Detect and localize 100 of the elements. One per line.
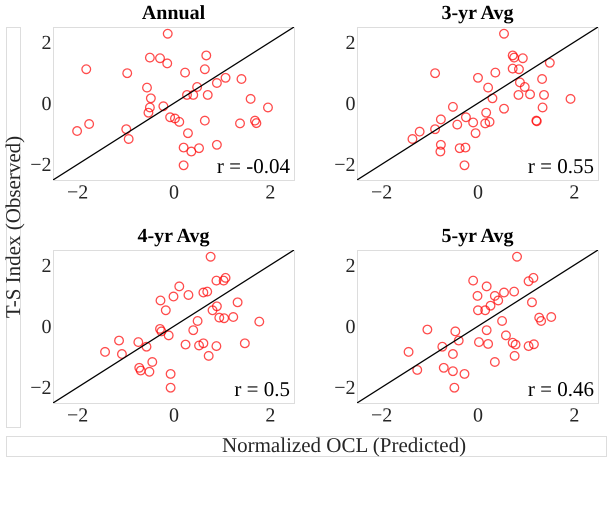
point	[146, 93, 156, 104]
point	[198, 288, 208, 298]
point	[454, 336, 464, 346]
point	[514, 64, 524, 74]
point	[168, 292, 178, 302]
point	[468, 276, 478, 286]
point	[436, 114, 446, 124]
y-tick-label: 0	[42, 316, 52, 338]
point	[480, 305, 490, 316]
point	[508, 50, 518, 60]
point	[100, 346, 110, 357]
point	[192, 82, 202, 92]
point	[486, 300, 496, 311]
point	[490, 290, 500, 301]
point	[208, 305, 218, 316]
point	[254, 316, 264, 327]
point	[430, 68, 440, 78]
point	[136, 366, 146, 376]
point	[220, 72, 231, 83]
y-tick-label: 2	[346, 32, 356, 54]
point	[470, 128, 481, 138]
point	[206, 252, 216, 262]
y-tick-label: 0	[346, 316, 356, 338]
point	[508, 338, 518, 348]
point	[537, 74, 548, 84]
point	[122, 68, 132, 78]
x-tick-label: 2	[569, 182, 580, 204]
point	[473, 305, 483, 316]
point	[198, 338, 208, 348]
point	[536, 316, 546, 326]
point	[186, 146, 196, 157]
point	[201, 50, 212, 60]
annotation: r = -0.04	[216, 154, 290, 178]
point	[202, 90, 213, 100]
point	[211, 341, 222, 352]
point	[143, 108, 154, 118]
point	[178, 160, 189, 170]
point	[526, 297, 537, 308]
y-tick-label: 0	[42, 93, 52, 115]
point	[414, 126, 425, 137]
point	[412, 364, 422, 375]
point	[164, 330, 174, 340]
point	[474, 337, 484, 348]
y-tick-label: −2	[334, 377, 356, 400]
y-tick-label: 0	[346, 93, 356, 115]
point	[155, 324, 165, 334]
point	[211, 276, 222, 286]
point	[178, 142, 189, 153]
point	[454, 143, 465, 154]
point	[452, 120, 462, 130]
point	[407, 134, 418, 144]
point	[212, 140, 222, 150]
point	[460, 112, 471, 122]
point	[182, 90, 192, 100]
y-tick-label: −2	[334, 154, 356, 176]
point	[202, 286, 212, 297]
point	[484, 116, 495, 127]
point	[472, 290, 482, 301]
annotation: r = 0.55	[528, 154, 594, 178]
point	[528, 272, 538, 283]
point	[546, 312, 556, 322]
point	[482, 281, 492, 292]
point	[133, 337, 144, 348]
point	[544, 58, 555, 68]
point	[220, 272, 231, 283]
x-tick-label: −2	[370, 182, 392, 204]
point	[142, 342, 152, 352]
point	[142, 82, 152, 93]
point	[508, 64, 518, 74]
annotation: r = 0.46	[528, 377, 594, 401]
point	[435, 146, 446, 157]
point	[499, 104, 509, 114]
x-tick-label: 2	[265, 182, 276, 204]
point	[499, 28, 509, 39]
point	[188, 90, 198, 100]
point	[251, 118, 262, 128]
point	[520, 82, 530, 92]
point	[214, 312, 224, 323]
point	[116, 349, 127, 360]
y-tick-label: 2	[42, 254, 52, 277]
point	[482, 325, 492, 336]
point	[509, 52, 520, 63]
point	[510, 350, 520, 361]
point	[144, 52, 155, 63]
point	[460, 368, 470, 379]
point	[182, 128, 193, 138]
point	[162, 58, 172, 68]
point	[84, 119, 94, 129]
point	[460, 160, 470, 170]
point	[512, 252, 522, 262]
point	[437, 342, 448, 352]
point	[525, 89, 536, 100]
point	[114, 336, 124, 346]
point	[483, 82, 494, 93]
point	[158, 101, 168, 112]
point	[524, 341, 534, 352]
point	[194, 340, 204, 350]
point	[232, 297, 243, 308]
point	[250, 116, 260, 126]
x-axis-title: Normalized OCL (Predicted)	[222, 433, 466, 457]
